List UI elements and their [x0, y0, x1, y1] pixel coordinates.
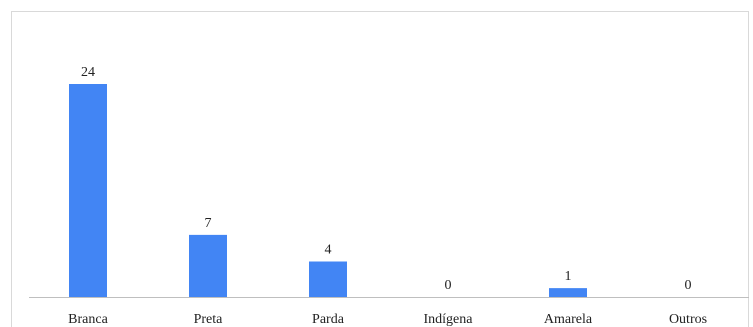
category-label-amarela: Amarela — [544, 312, 593, 327]
bar-branca — [69, 84, 107, 297]
category-label-parda: Parda — [312, 312, 345, 327]
data-labels-layer: 24 7 4 0 1 0 — [81, 65, 692, 293]
category-label-outros: Outros — [669, 312, 707, 327]
category-labels-layer: Branca Preta Parda Indígena Amarela Outros — [68, 312, 707, 327]
data-label-parda: 4 — [325, 243, 332, 258]
data-label-preta: 7 — [205, 216, 212, 231]
category-label-preta: Preta — [194, 312, 224, 327]
bar-preta — [189, 234, 227, 297]
bars-layer — [69, 84, 587, 297]
data-label-outros: 0 — [685, 278, 692, 293]
category-label-branca: Branca — [68, 312, 108, 327]
category-label-indígena: Indígena — [424, 312, 474, 327]
data-label-amarela: 1 — [565, 269, 572, 284]
data-label-branca: 24 — [81, 65, 95, 80]
bar-amarela — [549, 288, 587, 297]
data-label-indígena: 0 — [445, 278, 452, 293]
bar-parda — [309, 261, 347, 297]
chart-frame — [11, 11, 749, 327]
